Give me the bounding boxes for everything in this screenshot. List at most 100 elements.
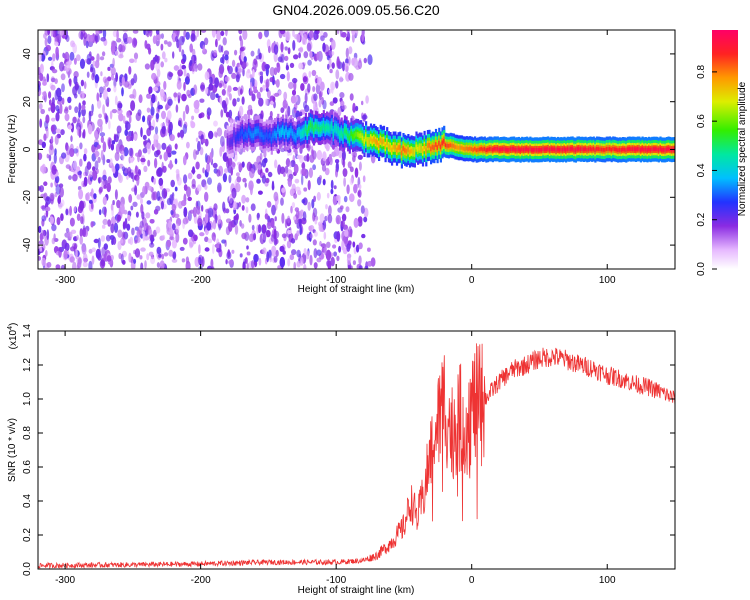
noise-cell — [132, 133, 138, 141]
noise-cell — [222, 173, 227, 183]
noise-cell — [325, 204, 328, 210]
ridge-cell — [421, 148, 425, 154]
noise-cell — [192, 206, 197, 218]
noise-cell — [185, 31, 190, 40]
noise-cell — [82, 129, 86, 139]
noise-cell — [197, 254, 204, 266]
noise-cell — [204, 153, 208, 163]
noise-cell — [346, 31, 351, 42]
noise-cell — [328, 205, 332, 216]
noise-cell — [141, 211, 145, 220]
noise-cell — [287, 215, 291, 224]
noise-cell — [236, 97, 240, 103]
noise-cell — [73, 57, 77, 65]
noise-cell — [73, 206, 77, 213]
noise-cell — [55, 112, 60, 122]
noise-cell — [161, 126, 166, 135]
noise-cell — [102, 89, 108, 101]
noise-cell — [55, 105, 60, 112]
noise-cell — [74, 106, 79, 114]
noise-cell — [353, 184, 358, 194]
noise-cell — [199, 232, 205, 237]
noise-cell — [85, 40, 89, 49]
noise-cell — [279, 256, 285, 268]
ridge-cell — [387, 144, 390, 150]
noise-cell — [170, 179, 175, 188]
noise-cell — [121, 203, 125, 215]
noise-cell — [49, 142, 54, 151]
noise-cell — [121, 76, 126, 86]
noise-cell — [142, 115, 146, 123]
ridge-cell — [256, 128, 259, 134]
noise-cell — [101, 224, 106, 229]
noise-cell — [150, 106, 155, 116]
noise-cell — [302, 76, 308, 83]
noise-cell — [64, 242, 70, 252]
noise-cell — [251, 224, 255, 231]
noise-cell — [39, 63, 45, 74]
noise-cell — [313, 100, 317, 112]
noise-cell — [274, 238, 279, 245]
noise-cell — [332, 196, 337, 206]
ridge-cell — [649, 147, 652, 152]
noise-cell — [117, 229, 123, 238]
noise-cell — [309, 30, 314, 39]
noise-cell — [278, 90, 282, 96]
noise-cell — [279, 245, 285, 252]
noise-cell — [161, 234, 166, 241]
noise-cell — [295, 210, 300, 219]
noise-cell — [45, 206, 51, 212]
ridge-cell — [322, 123, 325, 129]
noise-cell — [106, 255, 112, 262]
colorbar-ticks: 0.0 0.2 0.4 0.6 0.8 — [696, 64, 717, 276]
noise-cell — [220, 109, 224, 118]
noise-cell — [58, 61, 65, 72]
noise-cell — [320, 81, 325, 91]
ridge-cell — [288, 130, 291, 136]
noise-cell — [246, 245, 249, 250]
ridge-cell — [291, 131, 294, 136]
noise-cell — [126, 36, 133, 44]
ridge-cell — [298, 129, 301, 135]
noise-cell — [304, 104, 310, 113]
ridge-cell — [633, 147, 636, 152]
noise-cell — [316, 249, 322, 256]
noise-cell — [70, 246, 76, 252]
noise-cell — [322, 151, 327, 162]
noise-cell — [39, 246, 42, 252]
noise-cell — [309, 154, 315, 163]
noise-cell — [262, 247, 267, 255]
noise-cell — [231, 249, 235, 254]
noise-cell — [146, 94, 152, 99]
noise-cell — [143, 225, 147, 231]
noise-cell — [148, 120, 152, 131]
noise-cell — [51, 164, 57, 175]
noise-cell — [258, 190, 263, 195]
noise-cell — [138, 225, 143, 236]
ridge-cell — [490, 147, 493, 151]
noise-cell — [139, 255, 143, 260]
ridge-cell — [280, 129, 283, 135]
noise-cell — [43, 33, 47, 39]
ridge-cell — [545, 147, 548, 152]
noise-cell — [208, 83, 214, 91]
noise-cell — [55, 128, 61, 134]
noise-cell — [155, 139, 159, 148]
ridge-cell — [534, 147, 537, 152]
noise-cell — [256, 178, 261, 184]
noise-cell — [86, 58, 92, 65]
noise-cell — [70, 135, 73, 143]
ridge-cell — [665, 147, 669, 152]
noise-cell — [40, 108, 45, 115]
noise-cell — [204, 236, 209, 243]
ridge-cell — [434, 142, 438, 147]
ridge-cell — [441, 140, 444, 146]
noise-cell — [266, 89, 271, 99]
noise-cell — [175, 104, 179, 113]
noise-cell — [318, 91, 322, 101]
snr-scale-exponent: 4 — [7, 326, 14, 330]
noise-cell — [265, 98, 269, 106]
ridge-cell — [495, 147, 498, 151]
noise-cell — [250, 260, 255, 269]
ridge-cell — [636, 147, 639, 151]
